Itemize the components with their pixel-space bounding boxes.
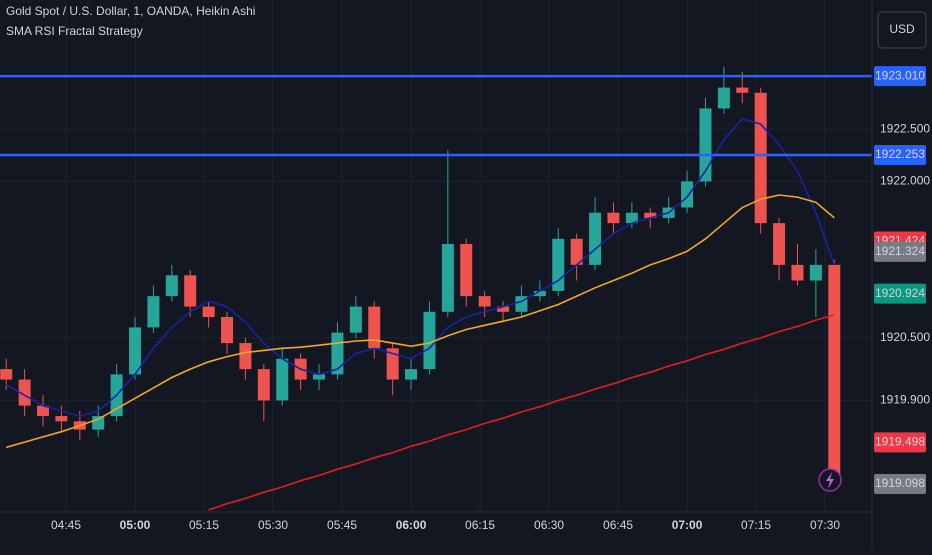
candle-body	[478, 296, 491, 307]
candle-body	[257, 369, 270, 401]
candle-body	[497, 306, 510, 312]
candle-body	[92, 416, 105, 430]
candle-body	[165, 275, 178, 297]
moving-average-line	[5, 117, 836, 417]
price-label-box	[874, 66, 926, 87]
candle-body	[55, 416, 68, 422]
price-label: 1919.098	[875, 476, 925, 490]
candle-body	[828, 264, 841, 479]
y-tick-label: 1922.000	[880, 174, 930, 188]
x-tick-label: 05:45	[327, 518, 357, 532]
candle-body	[773, 223, 786, 265]
candle-body	[681, 181, 694, 208]
candle-body	[221, 317, 234, 344]
x-tick-label: 07:15	[741, 518, 771, 532]
price-label: 1921.324	[875, 244, 925, 258]
candle-body	[423, 311, 436, 370]
candle-body	[147, 296, 160, 328]
candle-body	[717, 87, 730, 109]
candle-body	[644, 212, 657, 218]
x-tick-label: 06:45	[603, 518, 633, 532]
candle-body	[129, 327, 142, 375]
candle-body	[736, 87, 749, 93]
x-tick-label: 05:00	[120, 518, 151, 532]
x-tick-label: 05:30	[258, 518, 288, 532]
candle-body	[368, 306, 381, 349]
y-tick-label: 1922.500	[880, 121, 930, 135]
price-label-box	[874, 283, 926, 304]
x-tick-label: 05:15	[189, 518, 219, 532]
candle-body	[625, 212, 638, 224]
price-label: 1922.253	[875, 147, 925, 161]
candle-body	[460, 244, 473, 297]
candle-body	[589, 212, 602, 265]
candle-body	[607, 212, 620, 224]
candle-body	[0, 369, 13, 380]
x-tick-label: 07:00	[672, 518, 703, 532]
candle-body	[18, 379, 31, 406]
price-label: 1919.498	[875, 435, 925, 449]
y-tick-label: 1920.500	[880, 330, 930, 344]
candle-body	[313, 374, 326, 380]
candle-body	[533, 290, 546, 297]
price-label: 1920.924	[875, 286, 925, 300]
moving-average-line	[5, 194, 835, 449]
price-label-box	[874, 145, 926, 166]
x-tick-label: 06:00	[396, 518, 427, 532]
indicator-name: SMA RSI Fractal Strategy	[6, 24, 143, 38]
candle-body	[405, 369, 418, 380]
x-tick-label: 07:30	[810, 518, 840, 532]
chart-title: Gold Spot / U.S. Dollar, 1, OANDA, Heiki…	[6, 4, 255, 18]
candle-body	[570, 238, 583, 265]
currency-label[interactable]: USD	[889, 22, 915, 36]
candle-body	[37, 405, 50, 417]
candle-body	[239, 343, 252, 370]
candle-body	[791, 264, 804, 281]
candle-body	[276, 358, 289, 401]
candle-body	[809, 264, 822, 281]
y-tick-label: 1919.900	[880, 393, 930, 407]
candle-body	[184, 275, 197, 307]
moving-average-line	[208, 314, 835, 511]
price-label: 1923.010	[875, 68, 925, 82]
candle-body	[202, 306, 215, 318]
candle-body	[699, 108, 712, 182]
candle-body	[441, 244, 454, 312]
candle-body	[386, 348, 399, 380]
price-label-box	[874, 432, 926, 453]
price-label-box	[874, 241, 926, 262]
candle-body	[754, 92, 767, 224]
x-tick-label: 06:30	[534, 518, 564, 532]
price-label-box	[874, 474, 926, 495]
currency-button[interactable]	[877, 11, 927, 49]
x-tick-label: 06:15	[465, 518, 495, 532]
candle-body	[349, 306, 362, 333]
alert-bolt	[826, 472, 834, 489]
x-tick-label: 04:45	[51, 518, 81, 532]
